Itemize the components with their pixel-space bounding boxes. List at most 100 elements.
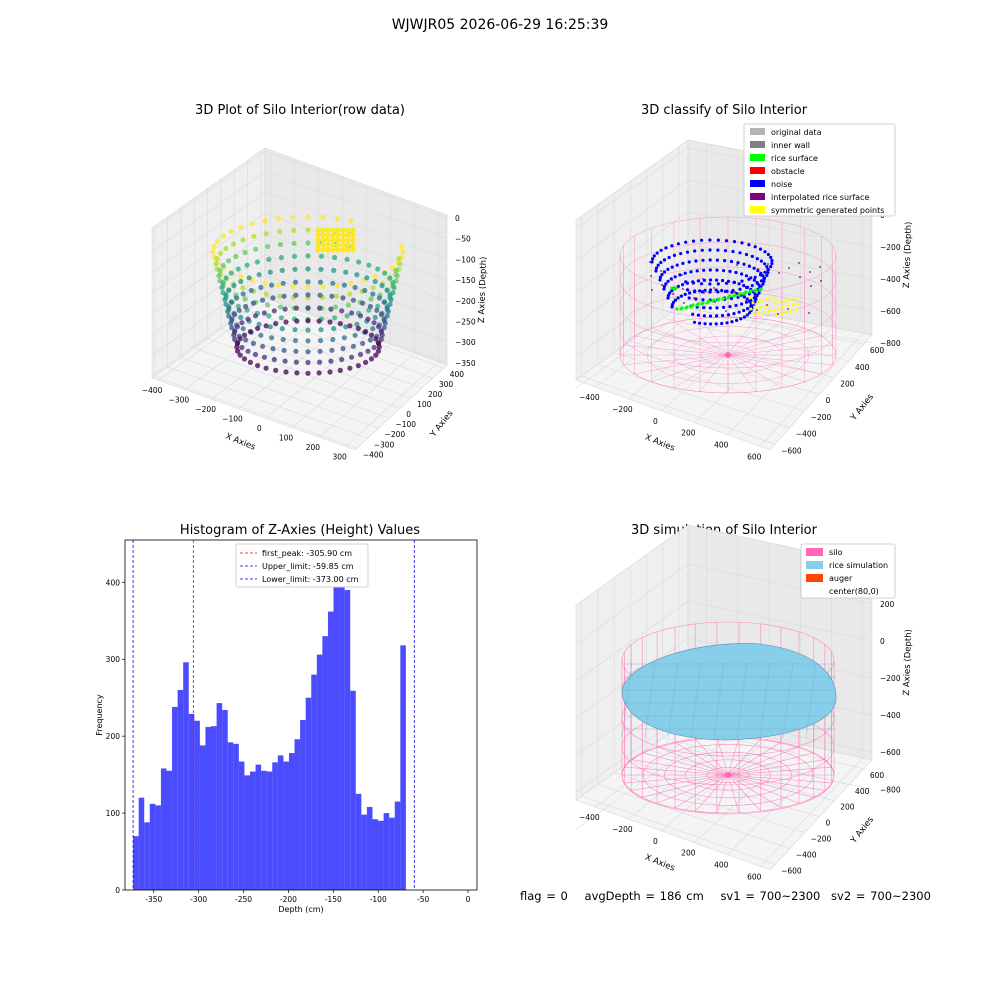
classify-noise-point: [709, 288, 713, 292]
histogram-bar: [311, 674, 317, 890]
classify-noise-point: [685, 281, 690, 285]
raw-point: [317, 305, 323, 311]
raw-point: [305, 292, 311, 298]
raw-point: [292, 279, 299, 285]
classify-noise-point: [670, 244, 674, 248]
raw-point: [226, 287, 232, 293]
raw-point: [220, 263, 226, 269]
classify-grid-z: [575, 211, 873, 293]
raw-point: [397, 261, 403, 267]
sim-z-tick: −200: [880, 674, 901, 683]
raw-point: [364, 275, 370, 281]
classify-y-tick: −400: [796, 430, 817, 439]
raw-y-label: Y Axies: [428, 408, 456, 440]
raw-point: [384, 304, 390, 310]
histogram-bar: [188, 713, 195, 890]
classify-noise-point: [770, 258, 774, 263]
raw-point: [350, 247, 356, 253]
raw-point: [238, 224, 244, 230]
raw-point: [269, 282, 275, 288]
classify-rice-point: [673, 287, 677, 291]
raw-x-tick: −300: [169, 396, 190, 405]
classify-noise-point: [714, 288, 718, 292]
classify-rice-point: [742, 292, 746, 296]
sim-rice-mesh-line: [690, 661, 702, 739]
raw-point: [210, 249, 216, 255]
classify-noise-point: [685, 288, 690, 292]
histogram-bar: [194, 720, 200, 890]
classify-noise-point: [730, 290, 734, 294]
classify-interp-point: [736, 264, 738, 266]
figure-title: WJWJR05 2026-06-29 16:25:39: [391, 17, 609, 33]
classify-rice-point: [700, 302, 704, 306]
histogram-bar: [227, 742, 234, 890]
raw-y-tick: 400: [450, 370, 465, 379]
raw-grid-y: [220, 328, 412, 399]
sim-silo-spoke: [656, 746, 729, 776]
classify-noise-point: [708, 314, 713, 318]
raw-point: [291, 240, 297, 246]
raw-point: [335, 232, 341, 238]
raw-point: [325, 247, 331, 253]
raw-point: [320, 232, 326, 238]
classify-rice-point: [716, 298, 720, 302]
classify-x-tick: 200: [681, 429, 696, 438]
raw-point: [247, 359, 253, 365]
raw-point: [244, 262, 250, 268]
raw-point: [225, 308, 231, 314]
classify-symmetric-point: [783, 299, 787, 303]
classify-interp-point: [745, 300, 747, 302]
classify-symmetric-point: [767, 309, 771, 313]
classify-noise-point: [694, 297, 698, 301]
sim-y-tick: 0: [825, 819, 830, 828]
classify-z-label: Z Axies (Depth): [902, 221, 914, 288]
raw-point: [368, 296, 374, 302]
histogram-bar: [305, 697, 312, 890]
sim-legend: silo rice simulation auger center(80,0): [800, 543, 896, 599]
raw-point: [235, 303, 241, 309]
raw-point: [238, 314, 244, 321]
histogram-bar: [366, 806, 373, 890]
raw-point: [382, 320, 388, 326]
classify-noise-point: [698, 289, 702, 293]
classify-x-tick: −200: [612, 405, 633, 414]
raw-point: [350, 343, 356, 349]
raw-point: [347, 365, 353, 371]
raw-grid-x: [291, 344, 391, 428]
classify-noise-point: [752, 278, 757, 282]
classify-noise-point: [662, 258, 667, 262]
raw-point: [243, 337, 249, 343]
raw-point: [345, 237, 351, 243]
classify-noise-point: [725, 289, 729, 293]
raw-point: [341, 282, 347, 288]
raw-point: [242, 249, 248, 256]
classify-noise-point: [703, 322, 707, 326]
histogram-x-tick-label: -350: [145, 895, 162, 904]
classify-interp-point: [724, 296, 726, 298]
classify-noise-point: [720, 288, 724, 293]
raw-point: [240, 326, 246, 332]
classify-symmetric-point: [757, 311, 761, 315]
classify-noise-point: [700, 248, 704, 252]
classify-noise-point: [692, 320, 697, 324]
raw-point: [344, 313, 350, 319]
raw-point: [328, 358, 334, 364]
raw-point: [317, 292, 323, 298]
histogram-bar: [160, 768, 167, 890]
raw-point: [231, 332, 237, 338]
raw-point: [265, 243, 271, 250]
raw-point: [350, 242, 356, 248]
classify-noise-point: [687, 260, 691, 264]
raw-point: [254, 259, 260, 265]
classify-silo-spoke: [623, 354, 729, 366]
classify-noise-point: [757, 291, 761, 295]
raw-point: [355, 325, 361, 331]
classify-noise-point: [754, 297, 758, 301]
raw-point: [318, 266, 324, 272]
raw-point: [223, 245, 229, 252]
raw-grid-x: [238, 326, 343, 409]
raw-z-tick: −250: [455, 318, 476, 327]
simulation-3d-plot: −400−2000200400600−600−400−2000200400600…: [575, 524, 914, 882]
classify-noise-point: [721, 278, 725, 283]
raw-point: [317, 337, 324, 344]
